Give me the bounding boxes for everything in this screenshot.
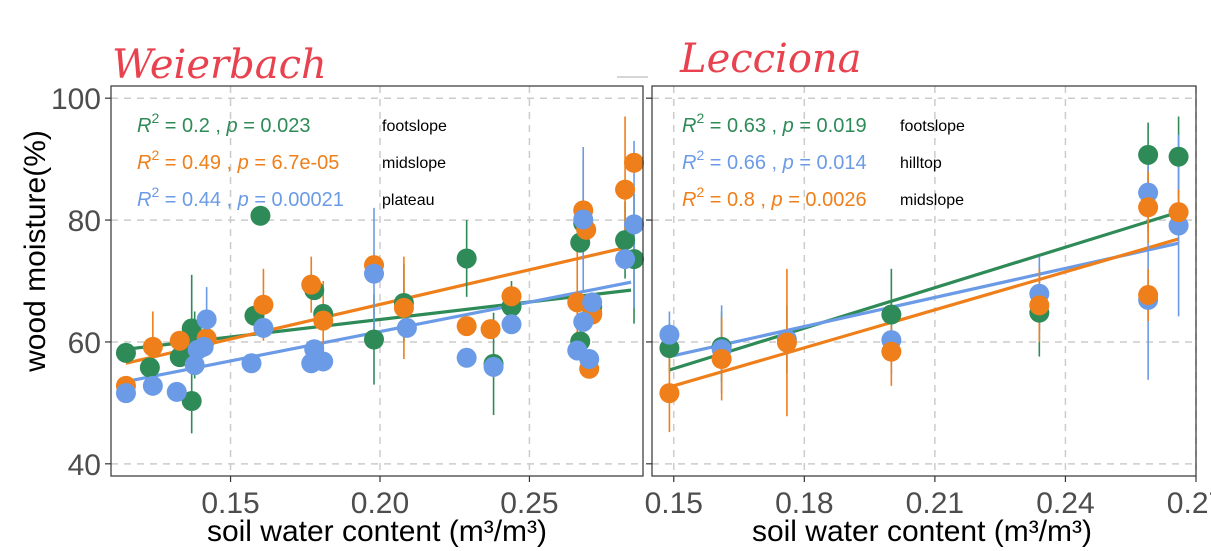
- point-plateau: [364, 263, 385, 284]
- series-label-midslope: midslope: [382, 155, 446, 172]
- point-footslope: [115, 342, 136, 363]
- x-tick-label: 0.21: [906, 487, 964, 520]
- series-label-footslope: footslope: [382, 118, 447, 135]
- point-footslope: [250, 205, 271, 226]
- point-plateau: [456, 347, 477, 368]
- point-plateau: [573, 209, 594, 230]
- grid-lines: [652, 86, 1197, 476]
- point-plateau: [579, 349, 600, 369]
- point-midslope: [1168, 202, 1189, 223]
- x-tick-label: 0.27: [1167, 487, 1211, 520]
- stat-text-plateau: R2 = 0.44 , p = 0.00021: [137, 184, 344, 211]
- point-midslope: [480, 319, 501, 340]
- fit-line-footslope: [668, 210, 1180, 372]
- point-plateau: [573, 311, 594, 332]
- point-midslope: [1138, 285, 1159, 306]
- point-footslope: [364, 329, 385, 350]
- fit-lines: [668, 210, 1180, 389]
- point-plateau: [615, 249, 636, 270]
- point-plateau: [193, 336, 214, 357]
- series-label-hilltop: hilltop: [900, 155, 942, 172]
- plot-frame: [651, 85, 1197, 477]
- point-plateau: [196, 309, 217, 330]
- stat-text-footslope: R2 = 0.2 , p = 0.023: [137, 110, 310, 137]
- point-midslope: [301, 274, 322, 295]
- panel-label-lecciona: Lecciona: [679, 36, 862, 82]
- x-tick-label: 0.18: [775, 487, 833, 520]
- point-midslope: [501, 286, 522, 307]
- point-midslope: [776, 332, 797, 353]
- panel-lecciona: 0.15 0.18 0.21 0.24 0.27 R2 = 0.63 , p = 0.0…: [645, 85, 1211, 548]
- point-midslope: [1029, 295, 1050, 316]
- point-plateau: [184, 355, 205, 376]
- stat-annotations: R2 = 0.2 , p = 0.023 footslope R2 = 0.49 ,…: [137, 110, 447, 211]
- panel-label-weierbach: Weierbach: [112, 42, 327, 88]
- x-axis-title: soil water content (m³/m³): [207, 515, 547, 548]
- point-midslope: [142, 336, 163, 357]
- panel-weierbach: 40 60 80 100 0.15 0.20 0.25 R2 = 0.2 , p = 0.0…: [51, 83, 645, 548]
- point-midslope: [711, 349, 732, 369]
- series-label-footslope: footslope: [900, 118, 965, 135]
- stat-text-footslope: R2 = 0.63 , p = 0.019: [682, 110, 867, 137]
- x-tick-label: 0.24: [1036, 487, 1094, 520]
- point-plateau: [396, 317, 417, 338]
- x-tick-label: 0.25: [500, 487, 558, 520]
- point-plateau: [624, 214, 645, 235]
- point-midslope: [313, 310, 334, 331]
- stat-text-midslope: R2 = 0.49 , p = 6.7e-05: [137, 147, 339, 174]
- point-footslope: [456, 248, 477, 269]
- point-plateau: [501, 314, 522, 335]
- point-footslope: [1138, 144, 1159, 165]
- point-midslope: [567, 292, 588, 313]
- data-points: [659, 144, 1189, 404]
- stat-text-hilltop: R2 = 0.66 , p = 0.014: [682, 147, 867, 174]
- point-plateau: [253, 317, 274, 338]
- y-tick-label: 100: [51, 83, 101, 116]
- point-midslope: [624, 152, 645, 173]
- point-footslope: [881, 304, 902, 325]
- point-plateau: [582, 292, 603, 313]
- y-tick-label: 80: [68, 205, 101, 238]
- plot-frame: [110, 85, 644, 477]
- tick-marks: 0.15 0.18 0.21 0.24 0.27: [645, 97, 1211, 520]
- stat-annotations: R2 = 0.63 , p = 0.019 footslope R2 = 0.66 …: [682, 110, 965, 211]
- point-plateau: [115, 383, 136, 404]
- point-midslope: [1138, 197, 1159, 218]
- data-points: [115, 152, 645, 412]
- point-footslope: [615, 230, 636, 251]
- series-label-plateau: plateau: [382, 192, 435, 209]
- x-tick-label: 0.15: [645, 487, 703, 520]
- point-plateau: [166, 381, 187, 402]
- point-midslope: [659, 383, 680, 404]
- point-midslope: [615, 179, 636, 200]
- point-midslope: [253, 294, 274, 315]
- point-footslope: [181, 318, 202, 339]
- y-tick-label: 60: [68, 327, 101, 360]
- x-tick-label: 0.15: [201, 487, 259, 520]
- point-midslope: [881, 341, 902, 362]
- point-footslope: [1168, 146, 1189, 167]
- point-hilltop: [1138, 182, 1159, 203]
- fit-line-midslope: [668, 237, 1180, 389]
- point-midslope: [169, 330, 190, 351]
- stat-text-midslope: R2 = 0.8 , p = 0.0026: [682, 184, 867, 211]
- point-hilltop: [659, 324, 680, 345]
- point-footslope: [139, 357, 160, 378]
- y-axis-title: wood moisture(%): [19, 130, 52, 373]
- point-plateau: [313, 351, 334, 372]
- point-footslope: [181, 391, 202, 412]
- point-midslope: [456, 316, 477, 337]
- series-label-midslope: midslope: [900, 192, 964, 209]
- point-plateau: [483, 356, 504, 377]
- point-midslope: [393, 297, 414, 318]
- tick-marks: 40 60 80 100 0.15 0.20 0.25: [51, 83, 559, 520]
- point-plateau: [241, 353, 262, 374]
- x-axis-title: soil water content (m³/m³): [752, 515, 1092, 548]
- y-tick-label: 40: [68, 449, 101, 482]
- x-tick-label: 0.20: [351, 487, 409, 520]
- point-plateau: [142, 375, 163, 396]
